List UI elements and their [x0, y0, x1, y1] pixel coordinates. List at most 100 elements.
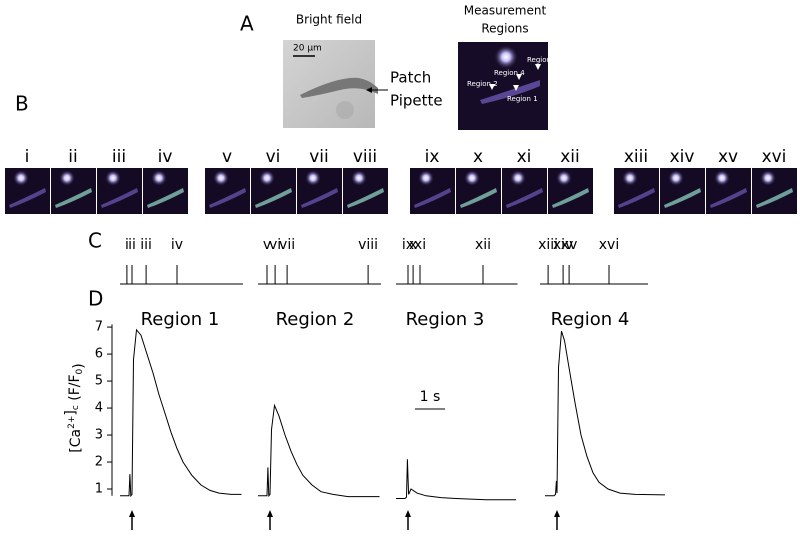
cell [510, 170, 526, 186]
cell [552, 188, 589, 208]
cell [618, 188, 655, 208]
frame-label: xvi [762, 147, 787, 167]
pointer-arrow [366, 87, 372, 93]
cell [756, 188, 793, 208]
y-axis-label-part: 2+ [67, 416, 77, 429]
trace [120, 328, 242, 498]
cell [494, 45, 518, 69]
cell [668, 170, 684, 186]
cell [209, 188, 246, 208]
chart-title: Region 2 [276, 309, 355, 330]
cell [351, 170, 367, 186]
event-label: iii [140, 237, 152, 253]
region-label: Region 2 [467, 80, 498, 88]
cell [460, 188, 497, 208]
y-tick-label: 2 [95, 455, 103, 470]
y-axis-label-part: ) [71, 363, 87, 368]
event-label: viii [358, 237, 378, 253]
chart-title: Region 1 [141, 309, 220, 330]
y-tick-label: 4 [95, 401, 103, 416]
trace [396, 459, 516, 501]
event-label: xi [414, 237, 426, 253]
y-tick-label: 5 [95, 374, 103, 389]
scale-label: 20 µm [293, 44, 322, 54]
cell [9, 188, 46, 208]
event-label: i [125, 237, 129, 253]
panel-label: C [88, 229, 102, 253]
cell [13, 170, 29, 186]
stimulus-arrowhead [129, 510, 135, 517]
cell [347, 188, 384, 208]
frame-label: iii [112, 147, 126, 167]
cell [255, 188, 292, 208]
cell [622, 170, 638, 186]
cell [418, 170, 434, 186]
cell [556, 170, 572, 186]
stimulus-arrowhead [405, 510, 411, 517]
cell [59, 170, 75, 186]
frame-label: ix [425, 147, 440, 167]
frame-label: xi [517, 147, 532, 167]
frame-label: viii [353, 147, 377, 167]
cell [760, 170, 776, 186]
trace [545, 330, 666, 497]
stimulus-arrowhead [554, 510, 560, 517]
frame-label: xiii [624, 147, 648, 167]
event-label: ix [402, 237, 414, 253]
y-tick-label: 3 [95, 428, 103, 443]
cell [213, 170, 229, 186]
cell [101, 188, 138, 208]
cell [664, 188, 701, 208]
y-axis-label-part: [Ca [68, 429, 84, 453]
region-label: Region 1 [507, 95, 538, 103]
cell [147, 188, 184, 208]
event-label: xv [561, 237, 578, 253]
frame-label: vii [309, 147, 329, 167]
cell [710, 188, 747, 208]
cell [714, 170, 730, 186]
y-axis-label-part: 0 [75, 368, 85, 374]
frame-label: ii [68, 147, 77, 167]
frame-label: v [222, 147, 232, 167]
chart-title: Region 4 [551, 309, 630, 330]
y-tick-label: 7 [95, 320, 103, 335]
image-title: Bright field [296, 13, 362, 27]
event-label: iv [171, 237, 183, 253]
image-title: Regions [481, 22, 528, 36]
frame-label: xii [560, 147, 580, 167]
cell [464, 170, 480, 186]
panel-label: D [88, 287, 103, 311]
chart-title: Region 3 [406, 309, 485, 330]
stimulus-arrowhead [267, 510, 273, 517]
event-label: xiii [538, 237, 558, 253]
panel-label: B [15, 92, 29, 116]
cell [55, 188, 92, 208]
cell [105, 170, 121, 186]
cell [414, 188, 451, 208]
event-label: xii [475, 237, 491, 253]
cell [336, 101, 354, 119]
scale-bar-label: 1 s [420, 389, 441, 405]
region-arrow [489, 64, 541, 91]
cell [151, 170, 167, 186]
frame-label: iv [158, 147, 173, 167]
frame-label: vi [266, 147, 281, 167]
frame-label: xv [718, 147, 738, 167]
event-label: x [409, 237, 417, 253]
event-label: ii [128, 237, 136, 253]
cell [259, 170, 275, 186]
event-label: xiv [553, 237, 573, 253]
y-axis-label: [Ca2+]c (F/F0) [63, 363, 87, 452]
y-axis-label-part: ] [63, 410, 79, 415]
frame-label: x [473, 147, 483, 167]
event-label: vii [279, 237, 295, 253]
region-label: Region 4 [494, 69, 525, 77]
cell [301, 188, 338, 208]
event-label: v [263, 237, 271, 253]
event-label: vi [269, 237, 281, 253]
cell [480, 80, 540, 104]
event-label: xvi [599, 237, 619, 253]
panel-label: A [240, 12, 254, 36]
cell [305, 170, 321, 186]
